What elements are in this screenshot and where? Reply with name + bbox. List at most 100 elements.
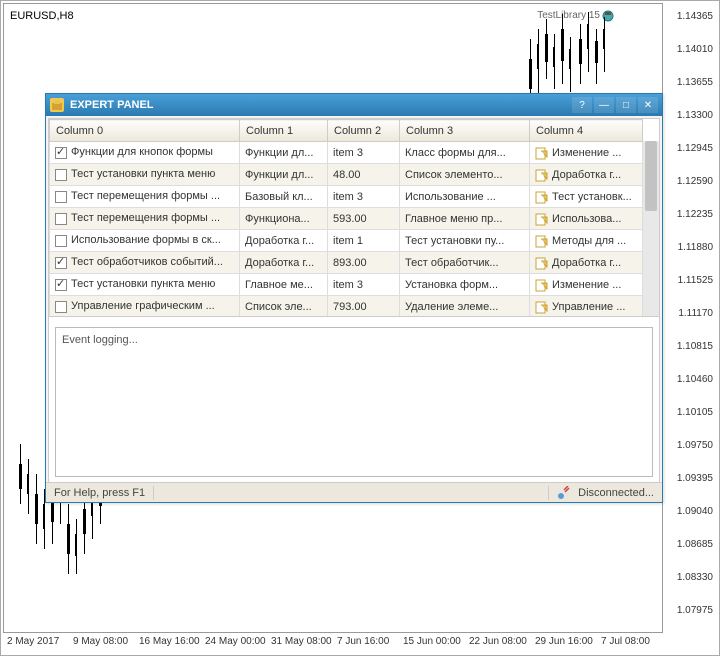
row-checkbox[interactable] [55,301,67,313]
statusbar: For Help, press F1 Disconnected... [46,482,662,502]
table-row[interactable]: Тест перемещения формы ...Функциона...59… [50,208,643,230]
col1-cell: Функциона... [240,208,328,230]
row-checkbox[interactable] [55,257,67,269]
row-checkbox[interactable] [55,213,67,225]
col3-cell: Установка форм... [400,274,530,296]
col4-cell: Изменение ... [530,142,643,164]
table-row[interactable]: Тест обработчиков событий...Доработка г.… [50,252,643,274]
doc-icon [535,212,549,226]
col4-cell: Доработка г... [530,164,643,186]
doc-icon [535,278,549,292]
statusbar-separator [153,486,154,500]
y-tick: 1.12590 [677,176,713,187]
col0-cell[interactable]: Тест обработчиков событий... [50,252,240,274]
connection-status[interactable]: Disconnected... [548,486,654,500]
column-header[interactable]: Column 2 [328,120,400,142]
table-row[interactable]: Функции для кнопок формыФункции дл...ite… [50,142,643,164]
column-header[interactable]: Column 0 [50,120,240,142]
help-button[interactable]: ? [572,97,592,113]
col0-cell[interactable]: Тест перемещения формы ... [50,208,240,230]
x-tick: 22 Jun 08:00 [469,636,527,647]
disconnected-icon [557,486,571,500]
col0-cell[interactable]: Использование формы в ск... [50,230,240,252]
table-row[interactable]: Тест установки пункта менюФункции дл...4… [50,164,643,186]
y-tick: 1.09750 [677,440,713,451]
col4-cell: Тест установк... [530,186,643,208]
row-checkbox[interactable] [55,235,67,247]
doc-icon [535,300,549,314]
y-tick: 1.10105 [677,407,713,418]
col2-cell: 48.00 [328,164,400,186]
y-tick: 1.11525 [678,275,713,286]
col2-cell: 893.00 [328,252,400,274]
doc-icon [535,146,549,160]
x-axis: 2 May 20179 May 08:0016 May 16:0024 May … [3,633,663,651]
x-tick: 29 Jun 16:00 [535,636,593,647]
scroll-thumb[interactable] [645,141,657,211]
y-tick: 1.10815 [677,341,713,352]
doc-icon [535,256,549,270]
col0-cell[interactable]: Тест установки пункта меню [50,274,240,296]
col1-cell: Список эле... [240,296,328,318]
col0-cell[interactable]: Функции для кнопок формы [50,142,240,164]
col2-cell: 793.00 [328,296,400,318]
panel-title: EXPERT PANEL [70,99,570,111]
col0-cell[interactable]: Управление графическим ... [50,296,240,318]
col2-cell: item 3 [328,142,400,164]
x-tick: 31 May 08:00 [271,636,332,647]
y-tick: 1.12235 [677,209,713,220]
panel-icon [50,98,64,112]
col0-cell[interactable]: Тест перемещения формы ... [50,186,240,208]
x-tick: 7 Jun 16:00 [337,636,389,647]
column-header[interactable]: Column 4 [530,120,643,142]
table-row[interactable]: Управление графическим ...Список эле...7… [50,296,643,318]
doc-icon [535,190,549,204]
doc-icon [535,168,549,182]
col2-cell: item 3 [328,186,400,208]
y-tick: 1.11880 [678,242,713,253]
titlebar[interactable]: EXPERT PANEL ? — □ ✕ [46,94,662,116]
grid-scrollbar[interactable] [643,141,659,316]
row-checkbox[interactable] [55,169,67,181]
maximize-button[interactable]: □ [616,97,636,113]
col3-cell: Использование ... [400,186,530,208]
col2-cell: item 3 [328,274,400,296]
y-tick: 1.13300 [677,110,713,121]
y-tick: 1.13655 [677,77,713,88]
y-tick: 1.08330 [677,572,713,583]
col1-cell: Функции дл... [240,164,328,186]
col2-cell: item 1 [328,230,400,252]
y-tick: 1.08685 [677,539,713,550]
col3-cell: Тест установки пу... [400,230,530,252]
y-tick: 1.11170 [678,308,713,319]
col3-cell: Тест обработчик... [400,252,530,274]
table-row[interactable]: Тест установки пункта менюГлавное ме...i… [50,274,643,296]
column-header[interactable]: Column 1 [240,120,328,142]
row-checkbox[interactable] [55,191,67,203]
y-tick: 1.09395 [677,473,713,484]
y-axis: 1.143651.140101.136551.133001.129451.125… [662,3,717,633]
col1-cell: Доработка г... [240,252,328,274]
col4-cell: Изменение ... [530,274,643,296]
row-checkbox[interactable] [55,279,67,291]
help-hint: For Help, press F1 [54,487,145,499]
x-tick: 24 May 00:00 [205,636,266,647]
table-row[interactable]: Тест перемещения формы ...Базовый кл...i… [50,186,643,208]
data-grid[interactable]: Column 0Column 1Column 2Column 3Column 4… [49,119,659,317]
close-button[interactable]: ✕ [638,97,658,113]
minimize-button[interactable]: — [594,97,614,113]
y-tick: 1.14365 [677,11,713,22]
table-row[interactable]: Использование формы в ск...Доработка г..… [50,230,643,252]
col1-cell: Базовый кл... [240,186,328,208]
row-checkbox[interactable] [55,147,67,159]
x-tick: 9 May 08:00 [73,636,128,647]
col1-cell: Функции дл... [240,142,328,164]
col3-cell: Главное меню пр... [400,208,530,230]
col3-cell: Класс формы для... [400,142,530,164]
col4-cell: Управление ... [530,296,643,318]
col3-cell: Удаление элеме... [400,296,530,318]
col0-cell[interactable]: Тест установки пункта меню [50,164,240,186]
column-header[interactable]: Column 3 [400,120,530,142]
x-tick: 7 Jul 08:00 [601,636,650,647]
col4-cell: Методы для ... [530,230,643,252]
